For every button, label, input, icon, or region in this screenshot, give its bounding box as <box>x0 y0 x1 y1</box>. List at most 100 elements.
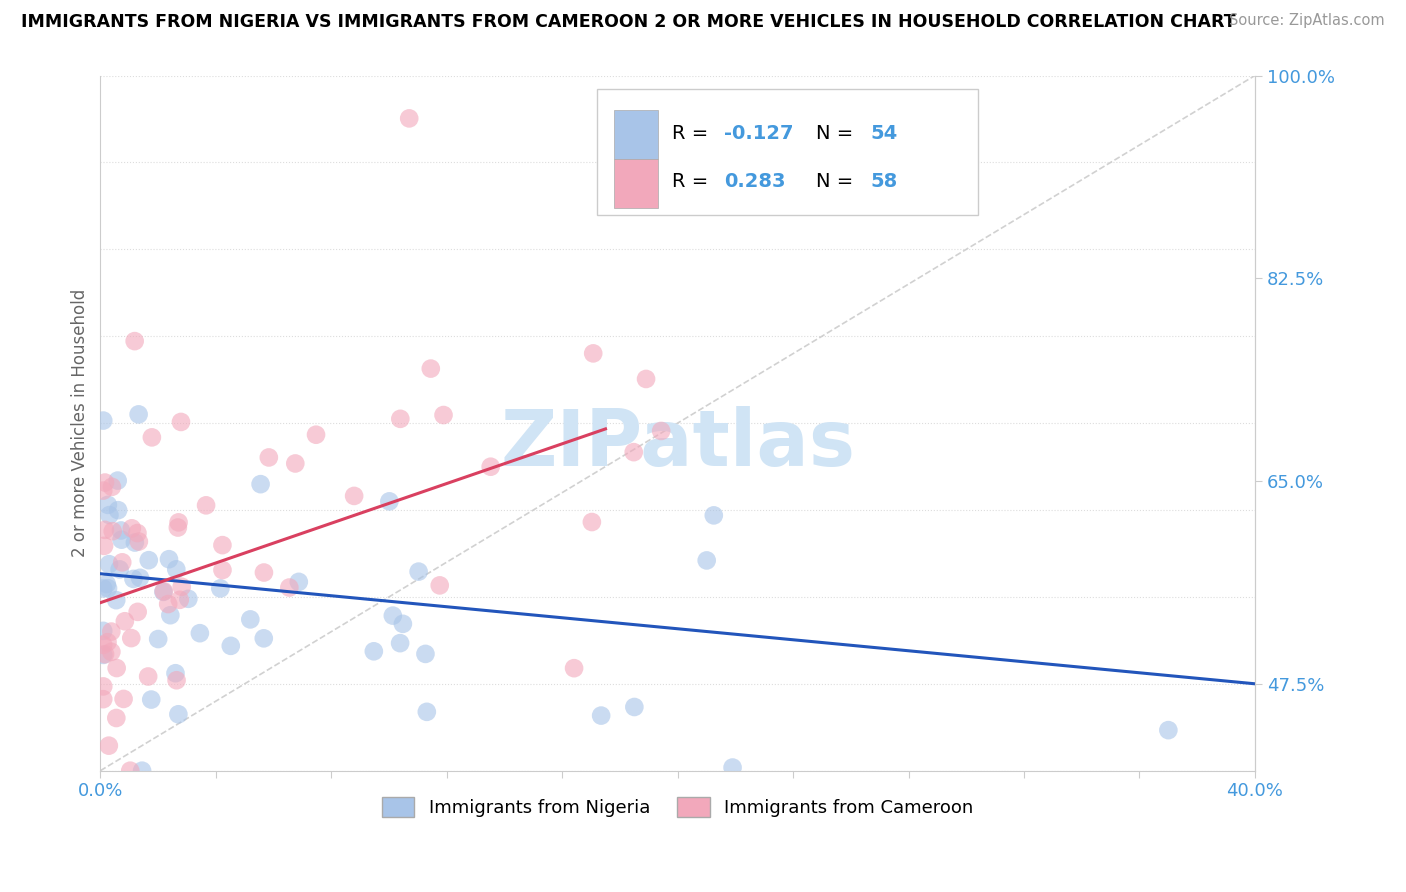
Point <box>169 592 191 607</box>
Point <box>392 616 415 631</box>
Point <box>96 577 118 591</box>
Point <box>94 647 117 661</box>
Text: -0.127: -0.127 <box>724 124 793 143</box>
Point <box>127 605 149 619</box>
Point <box>167 516 190 530</box>
Point <box>101 480 124 494</box>
Text: Source: ZipAtlas.com: Source: ZipAtlas.com <box>1229 13 1385 29</box>
Point <box>170 415 193 429</box>
Point <box>381 608 404 623</box>
Point <box>219 639 242 653</box>
Point <box>91 483 114 498</box>
Point <box>100 645 122 659</box>
Point <box>211 538 233 552</box>
Point <box>211 563 233 577</box>
FancyBboxPatch shape <box>614 159 658 208</box>
Point <box>152 585 174 599</box>
Point <box>389 412 412 426</box>
Point <box>159 608 181 623</box>
Text: N =: N = <box>817 124 859 143</box>
Point <box>105 711 128 725</box>
Point <box>721 760 744 774</box>
Point <box>408 565 430 579</box>
Point <box>166 673 188 688</box>
FancyBboxPatch shape <box>614 111 658 159</box>
Point <box>415 647 437 661</box>
Point <box>98 508 121 522</box>
Point <box>91 624 114 638</box>
Point <box>112 692 135 706</box>
Point <box>120 631 142 645</box>
Point <box>479 459 502 474</box>
Point <box>138 553 160 567</box>
Point <box>98 557 121 571</box>
Point <box>91 692 114 706</box>
Point <box>278 581 301 595</box>
Point <box>97 498 120 512</box>
Point <box>623 445 645 459</box>
Point <box>97 581 120 595</box>
Point <box>108 562 131 576</box>
Text: IMMIGRANTS FROM NIGERIA VS IMMIGRANTS FROM CAMEROON 2 OR MORE VEHICLES IN HOUSEH: IMMIGRANTS FROM NIGERIA VS IMMIGRANTS FR… <box>21 13 1236 31</box>
Point <box>650 424 672 438</box>
Point <box>581 515 603 529</box>
Point <box>152 584 174 599</box>
Point <box>93 539 115 553</box>
Point <box>432 408 454 422</box>
Point <box>284 457 307 471</box>
Point <box>105 661 128 675</box>
Point <box>91 638 114 652</box>
Point <box>239 612 262 626</box>
Point <box>167 707 190 722</box>
Point <box>257 450 280 465</box>
Point <box>107 474 129 488</box>
Point <box>100 624 122 639</box>
Point <box>305 427 328 442</box>
Point <box>582 346 605 360</box>
Point <box>121 521 143 535</box>
Point <box>167 520 190 534</box>
Point <box>188 626 211 640</box>
Point <box>249 477 271 491</box>
Point <box>170 580 193 594</box>
Point <box>165 666 187 681</box>
Text: R =: R = <box>672 172 714 192</box>
Point <box>253 632 276 646</box>
Point <box>429 578 451 592</box>
Point <box>110 524 132 538</box>
Point <box>124 535 146 549</box>
Point <box>128 408 150 422</box>
Text: 0.283: 0.283 <box>724 172 786 192</box>
Point <box>96 635 118 649</box>
Text: 58: 58 <box>870 172 897 192</box>
Point <box>136 669 159 683</box>
Point <box>288 574 311 589</box>
Point <box>696 553 718 567</box>
Point <box>101 524 124 538</box>
Point <box>122 572 145 586</box>
Point <box>141 430 163 444</box>
Point <box>165 562 187 576</box>
Point <box>209 582 232 596</box>
Point <box>107 503 129 517</box>
Point <box>94 475 117 490</box>
Point <box>389 636 412 650</box>
Point <box>91 413 114 427</box>
Text: R =: R = <box>672 124 714 143</box>
Point <box>127 526 149 541</box>
Y-axis label: 2 or more Vehicles in Household: 2 or more Vehicles in Household <box>72 289 89 558</box>
Point <box>177 591 200 606</box>
Point <box>1157 723 1180 738</box>
Point <box>94 523 117 537</box>
Point <box>419 361 441 376</box>
Point <box>124 334 146 348</box>
Point <box>253 566 276 580</box>
Point <box>703 508 725 523</box>
Point <box>195 499 218 513</box>
Point <box>157 597 180 611</box>
Text: N =: N = <box>817 172 859 192</box>
Point <box>114 614 136 628</box>
Point <box>148 632 170 646</box>
Point <box>378 494 401 508</box>
Point <box>131 764 153 778</box>
